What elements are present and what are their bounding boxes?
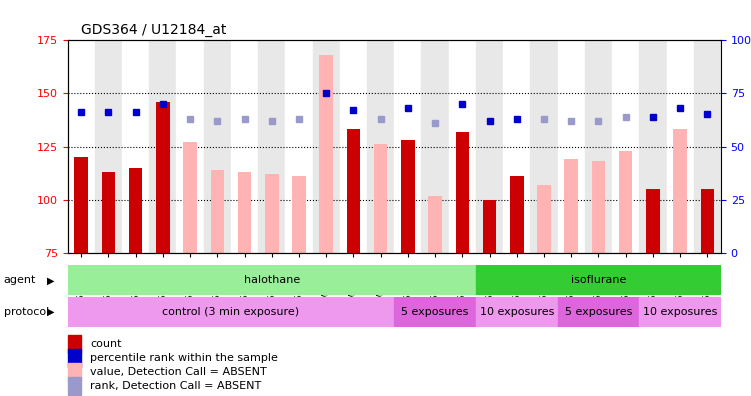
Bar xyxy=(639,297,721,327)
Bar xyxy=(183,142,197,253)
Bar xyxy=(258,40,285,253)
Bar xyxy=(666,40,694,253)
Bar xyxy=(68,335,81,353)
Bar xyxy=(68,265,476,295)
Bar xyxy=(339,40,367,253)
Bar xyxy=(68,349,81,367)
Text: 10 exposures: 10 exposures xyxy=(643,307,717,317)
Text: halothane: halothane xyxy=(243,275,300,285)
Bar xyxy=(238,172,252,253)
Bar xyxy=(394,40,421,253)
Bar xyxy=(285,40,312,253)
Bar xyxy=(292,177,306,253)
Bar xyxy=(149,40,176,253)
Text: 5 exposures: 5 exposures xyxy=(402,307,469,317)
Bar xyxy=(68,40,95,253)
Text: ▶: ▶ xyxy=(47,275,55,286)
Bar xyxy=(585,40,612,253)
Bar xyxy=(68,297,394,327)
Bar xyxy=(401,140,415,253)
Bar xyxy=(367,40,394,253)
Text: rank, Detection Call = ABSENT: rank, Detection Call = ABSENT xyxy=(90,381,261,391)
Bar xyxy=(557,40,585,253)
Bar xyxy=(476,265,721,295)
Bar xyxy=(619,151,632,253)
Text: value, Detection Call = ABSENT: value, Detection Call = ABSENT xyxy=(90,367,267,377)
Bar xyxy=(129,168,143,253)
Bar xyxy=(265,174,279,253)
Bar xyxy=(646,189,659,253)
Bar xyxy=(537,185,550,253)
Bar xyxy=(374,145,388,253)
Text: GDS364 / U12184_at: GDS364 / U12184_at xyxy=(80,23,226,37)
Bar xyxy=(612,40,639,253)
Text: ▶: ▶ xyxy=(47,307,55,317)
Bar xyxy=(421,40,449,253)
Bar xyxy=(674,129,687,253)
Bar xyxy=(701,189,714,253)
Bar xyxy=(483,200,496,253)
Text: percentile rank within the sample: percentile rank within the sample xyxy=(90,353,278,363)
Bar xyxy=(557,297,639,327)
Bar xyxy=(68,363,81,381)
Bar xyxy=(510,177,523,253)
Bar xyxy=(428,196,442,253)
Bar xyxy=(74,157,88,253)
Bar xyxy=(101,172,115,253)
Bar xyxy=(476,297,557,327)
Bar xyxy=(210,170,224,253)
Text: 5 exposures: 5 exposures xyxy=(565,307,632,317)
Bar xyxy=(122,40,149,253)
Bar xyxy=(347,129,360,253)
Bar xyxy=(68,377,81,395)
Bar xyxy=(639,40,667,253)
Bar xyxy=(530,40,557,253)
Bar xyxy=(565,159,578,253)
Bar xyxy=(176,40,204,253)
Bar xyxy=(312,40,339,253)
Text: control (3 min exposure): control (3 min exposure) xyxy=(162,307,300,317)
Text: count: count xyxy=(90,339,122,349)
Text: agent: agent xyxy=(4,275,36,286)
Bar xyxy=(592,162,605,253)
Text: protocol: protocol xyxy=(4,307,49,317)
Text: isoflurane: isoflurane xyxy=(571,275,626,285)
Bar xyxy=(456,131,469,253)
Bar xyxy=(694,40,721,253)
Bar xyxy=(95,40,122,253)
Bar xyxy=(231,40,258,253)
Bar xyxy=(449,40,476,253)
Bar xyxy=(503,40,530,253)
Bar xyxy=(319,55,333,253)
Text: 10 exposures: 10 exposures xyxy=(480,307,554,317)
Bar xyxy=(156,102,170,253)
Bar xyxy=(394,297,476,327)
Bar xyxy=(476,40,503,253)
Bar xyxy=(204,40,231,253)
